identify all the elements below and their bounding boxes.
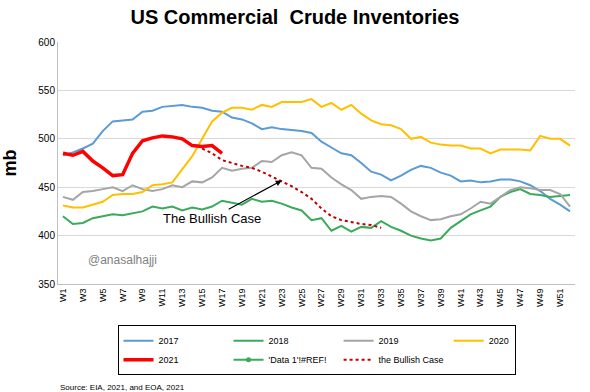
svg-text:600: 600: [38, 37, 55, 48]
svg-text:W29: W29: [336, 289, 346, 308]
svg-text:W31: W31: [356, 289, 366, 308]
svg-text:W15: W15: [197, 289, 207, 308]
svg-text:US Commercial Crude Inventori: US Commercial Crude Inventories: [131, 6, 460, 28]
svg-text:W41: W41: [456, 289, 466, 308]
svg-text:450: 450: [38, 182, 55, 193]
svg-text:W21: W21: [257, 289, 267, 308]
svg-text:W9: W9: [137, 289, 147, 303]
svg-text:Source: EIA, 2021, and EOA, 20: Source: EIA, 2021, and EOA, 2021: [60, 383, 185, 392]
svg-text:W23: W23: [277, 289, 287, 308]
svg-text:W3: W3: [78, 289, 88, 303]
svg-text:350: 350: [38, 279, 55, 290]
svg-text:W5: W5: [98, 289, 108, 303]
svg-text:W37: W37: [416, 289, 426, 308]
svg-text:2021: 2021: [159, 355, 179, 365]
svg-text:W25: W25: [297, 289, 307, 308]
svg-text:2017: 2017: [159, 336, 179, 346]
svg-text:W47: W47: [515, 289, 525, 308]
svg-text:W33: W33: [376, 289, 386, 308]
svg-text:W1: W1: [58, 289, 68, 303]
svg-text:@anasalhajji: @anasalhajji: [88, 253, 157, 267]
svg-text:W35: W35: [396, 289, 406, 308]
svg-text:W49: W49: [535, 289, 545, 308]
svg-text:the Bullish Case: the Bullish Case: [379, 355, 444, 365]
svg-text:400: 400: [38, 230, 55, 241]
svg-text:mb: mb: [0, 149, 20, 176]
svg-text:2018: 2018: [269, 336, 289, 346]
svg-text:W17: W17: [217, 289, 227, 308]
svg-text:2020: 2020: [489, 336, 509, 346]
svg-text:W45: W45: [495, 289, 505, 308]
svg-text:W39: W39: [436, 289, 446, 308]
svg-text:W51: W51: [555, 289, 565, 308]
svg-text:'Data 1'!#REF!: 'Data 1'!#REF!: [269, 355, 327, 365]
svg-text:W13: W13: [177, 289, 187, 308]
svg-text:2019: 2019: [379, 336, 399, 346]
svg-text:W27: W27: [316, 289, 326, 308]
svg-text:550: 550: [38, 85, 55, 96]
svg-text:The Bullish Case: The Bullish Case: [163, 211, 261, 226]
svg-text:W7: W7: [118, 289, 128, 303]
svg-text:W19: W19: [237, 289, 247, 308]
svg-text:W11: W11: [157, 289, 167, 307]
svg-text:500: 500: [38, 133, 55, 144]
svg-text:W43: W43: [475, 289, 485, 308]
